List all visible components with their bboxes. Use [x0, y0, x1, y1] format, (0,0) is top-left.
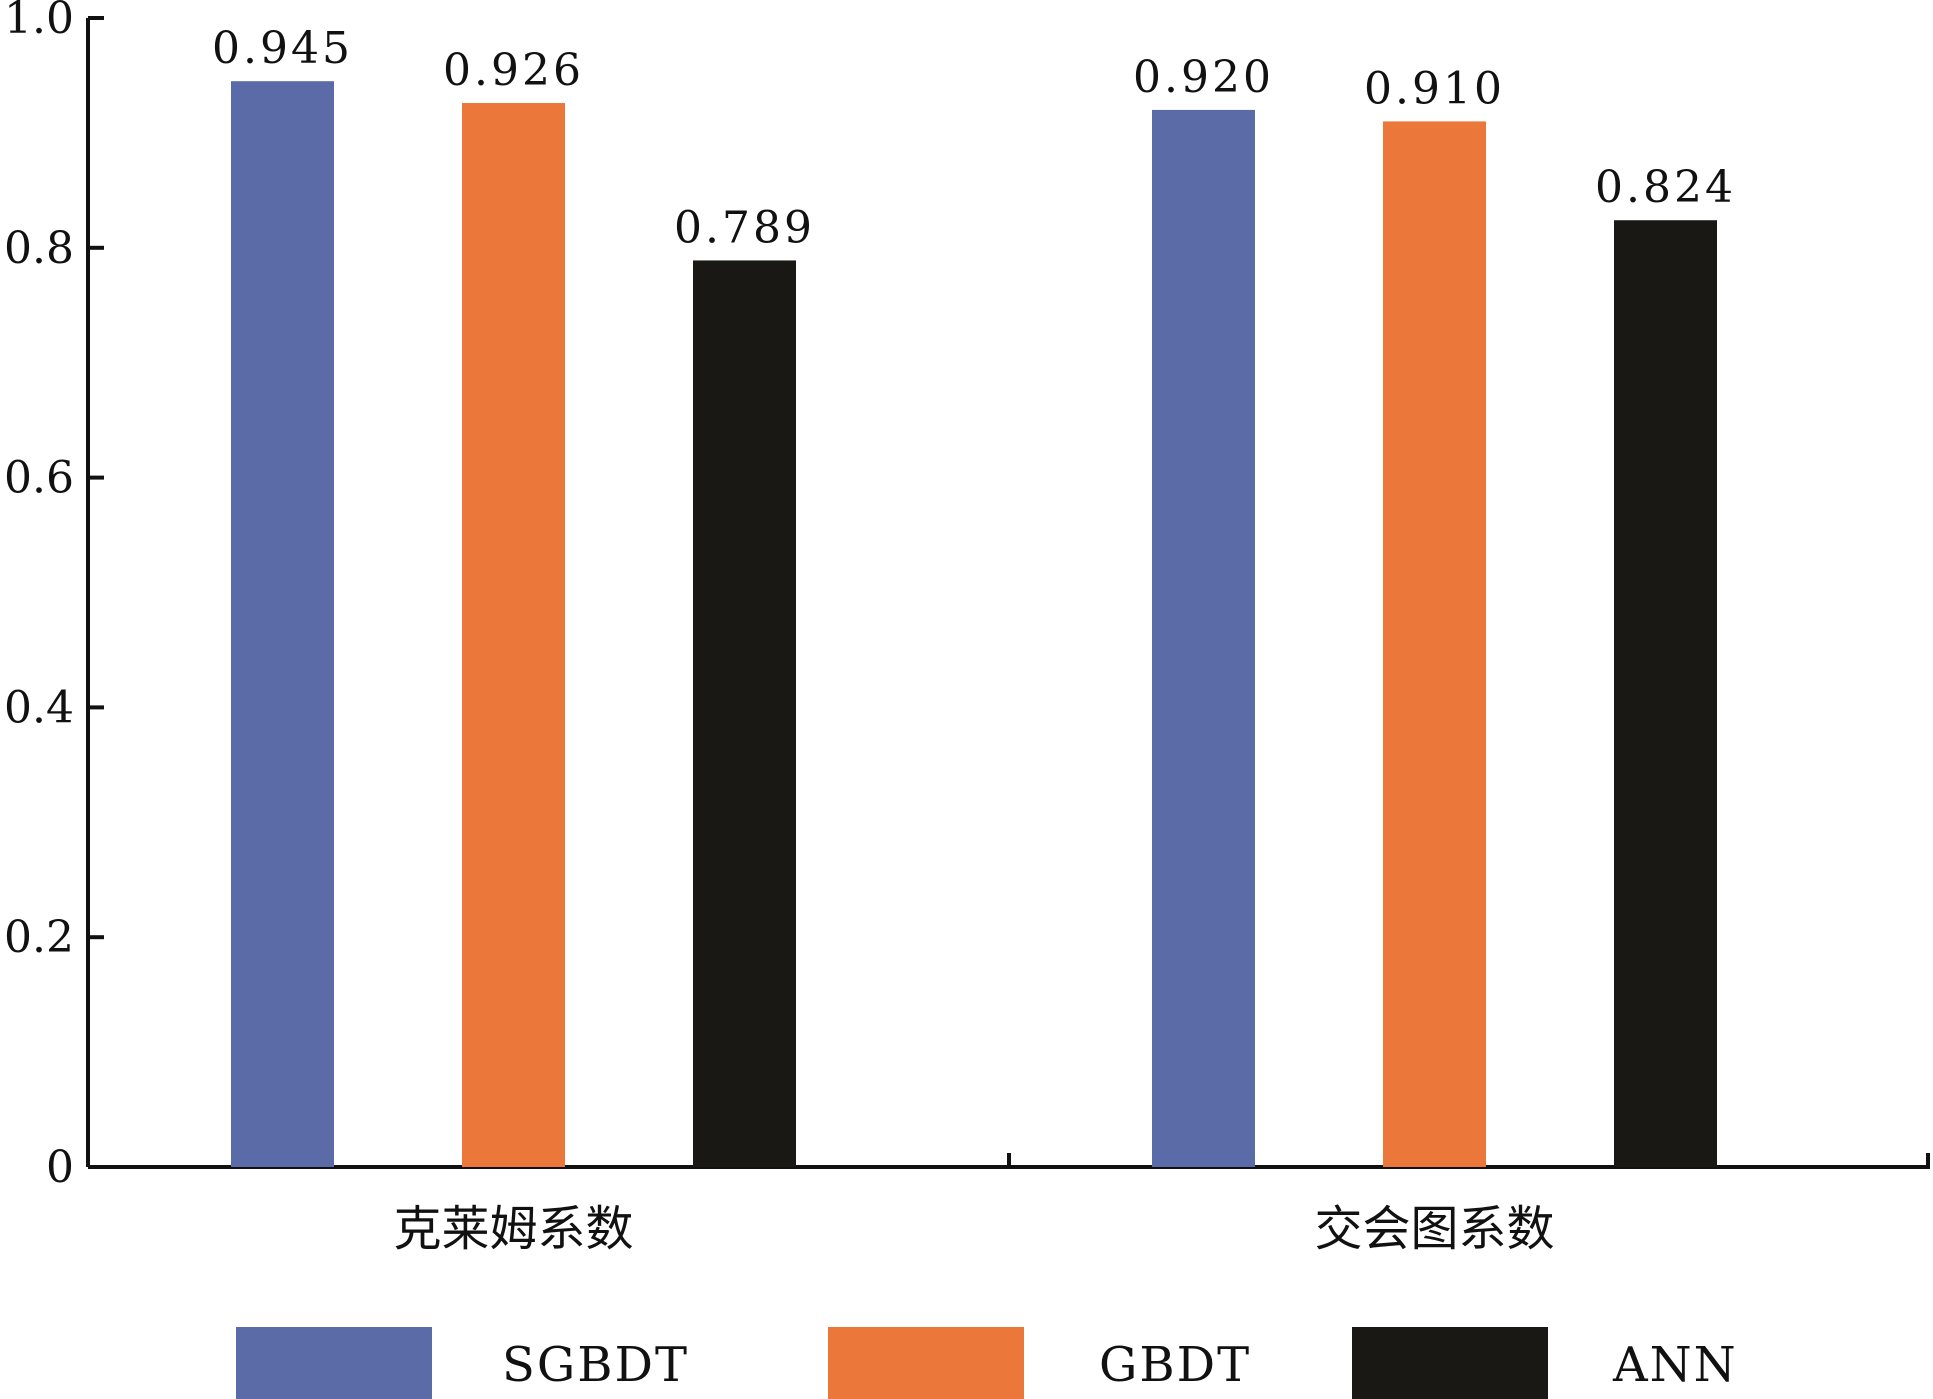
- bar-sgbdt-0: [231, 81, 334, 1168]
- data-label: 0.789: [674, 202, 815, 253]
- y-tick-label: 0.4: [4, 682, 74, 733]
- bar-sgbdt-1: [1152, 109, 1255, 1167]
- x-category-label: 交会图系数: [1314, 1201, 1554, 1257]
- legend-swatch-gbdt: [828, 1327, 1024, 1399]
- y-tick-label: 0.6: [4, 453, 74, 504]
- data-label: 0.926: [443, 45, 584, 96]
- bar-ann-0: [693, 260, 796, 1168]
- legend-swatch-sgbdt: [236, 1327, 432, 1399]
- x-category-label: 克莱姆系数: [393, 1201, 633, 1257]
- bar-gbdt-1: [1383, 121, 1486, 1167]
- bar-ann-1: [1614, 220, 1717, 1167]
- data-label: 0.920: [1133, 52, 1274, 103]
- y-tick-label: 0: [46, 1142, 74, 1193]
- y-axis: 0 0.2 0.4 0.6 0.8 1.0: [4, 0, 104, 1193]
- y-tick-label: 0.2: [4, 912, 74, 963]
- y-tick-label: 1.0: [4, 0, 74, 44]
- x-axis: 克莱姆系数 交会图系数: [88, 1153, 1930, 1257]
- legend-label: SGBDT: [502, 1337, 689, 1393]
- legend-label: ANN: [1612, 1337, 1738, 1393]
- bar-gbdt-0: [462, 103, 565, 1167]
- data-label: 0.910: [1364, 63, 1505, 114]
- data-labels: 0.945 0.926 0.789 0.920 0.910 0.824: [212, 23, 1736, 253]
- legend-swatch-ann: [1352, 1327, 1548, 1399]
- data-label: 0.945: [212, 23, 353, 74]
- data-label: 0.824: [1595, 162, 1736, 213]
- legend: SGBDT GBDT ANN: [236, 1327, 1738, 1399]
- y-tick-label: 0.8: [4, 223, 74, 274]
- legend-label: GBDT: [1099, 1337, 1251, 1393]
- bars: [231, 81, 1717, 1168]
